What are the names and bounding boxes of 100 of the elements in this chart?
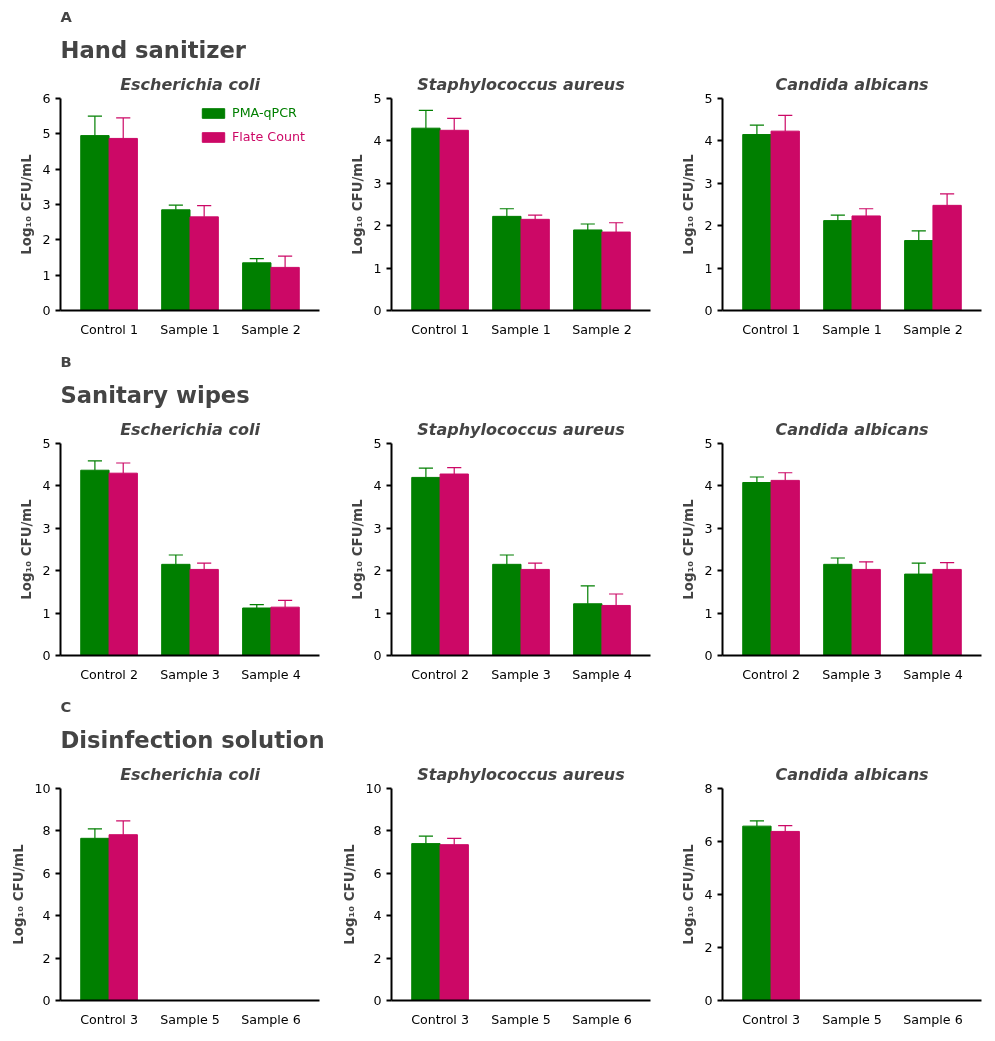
- y-tick-label: 5: [704, 436, 713, 451]
- y-axis-title: Log₁₀ CFU/mL: [350, 153, 366, 255]
- y-tick-label: 8: [373, 823, 382, 839]
- text: A: [60, 7, 73, 25]
- y-tick-label: 0: [42, 303, 51, 318]
- y-tick-label: 1: [373, 260, 382, 276]
- y-tick-label: 5: [42, 436, 51, 451]
- y-tick-label: 2: [373, 563, 382, 579]
- y-tick-label: 1: [704, 605, 713, 621]
- x-tick-label: Sample 6: [572, 1011, 632, 1027]
- y-tick-label: 2: [704, 940, 713, 955]
- y-tick-label: 5: [373, 436, 382, 451]
- legend-label: Flate Count: [232, 129, 305, 144]
- x-tick-label: Control 1: [742, 321, 800, 337]
- chart-title: Candida albicans: [775, 764, 929, 784]
- x-tick-label: Sample 5: [822, 1011, 882, 1027]
- bar: [161, 209, 191, 311]
- y-tick-label: 0: [704, 993, 713, 1008]
- y-tick-label: 10: [34, 781, 51, 796]
- x-tick-label: Sample 4: [241, 666, 301, 682]
- y-tick-label: 6: [42, 91, 51, 106]
- x-tick-label: Sample 2: [903, 321, 963, 337]
- bar: [742, 482, 772, 656]
- y-tick-label: 0: [373, 648, 382, 663]
- y-tick-label: 1: [42, 605, 51, 621]
- bar: [520, 218, 550, 311]
- x-tick-label: Sample 4: [903, 666, 963, 682]
- y-tick-label: 4: [42, 908, 51, 924]
- y-tick-label: 1: [704, 260, 713, 276]
- x-tick-label: Sample 5: [160, 1011, 220, 1027]
- y-tick-label: 8: [42, 823, 51, 839]
- x-tick-label: Sample 3: [822, 666, 882, 682]
- y-tick-label: 2: [373, 218, 382, 234]
- chart-title: Candida albicans: [775, 74, 929, 94]
- y-tick-label: 2: [704, 218, 713, 234]
- x-tick-label: Sample 6: [241, 1011, 301, 1027]
- y-axis-title: Log₁₀ CFU/mL: [11, 843, 27, 945]
- y-tick-label: 0: [373, 993, 382, 1008]
- y-tick-label: 6: [704, 834, 713, 849]
- x-tick-label: Control 2: [411, 666, 469, 682]
- y-tick-label: 5: [704, 91, 713, 106]
- y-tick-label: 6: [373, 865, 382, 881]
- chart-title: Staphylococcus aureus: [417, 74, 625, 94]
- chart-subtitle: Disinfection solution: [60, 726, 325, 753]
- bar: [242, 262, 272, 311]
- x-tick-label: Control 3: [80, 1011, 138, 1027]
- y-tick-label: 0: [42, 993, 51, 1008]
- bar: [520, 568, 550, 656]
- bar: [242, 607, 272, 656]
- x-tick-label: Control 3: [411, 1011, 469, 1027]
- legend-label: PMA-qPCR: [232, 105, 297, 120]
- y-tick-label: 4: [373, 908, 382, 924]
- x-tick-label: Sample 3: [160, 666, 220, 682]
- chart-title: Candida albicans: [775, 419, 929, 439]
- y-axis-title: Log₁₀ CFU/mL: [19, 153, 35, 255]
- x-tick-label: Sample 5: [491, 1011, 551, 1027]
- y-tick-label: 5: [42, 126, 51, 142]
- y-tick-label: 10: [365, 781, 382, 796]
- chart-title: Staphylococcus aureus: [417, 764, 625, 784]
- y-tick-label: 3: [42, 520, 51, 536]
- y-tick-label: 2: [704, 563, 713, 579]
- chart-title: Escherichia coli: [120, 74, 261, 94]
- y-tick-label: 3: [42, 197, 51, 212]
- y-tick-label: 4: [373, 133, 382, 149]
- x-tick-label: Sample 1: [160, 321, 220, 337]
- y-tick-label: 3: [704, 520, 713, 536]
- y-axis-title: Log₁₀ CFU/mL: [681, 498, 697, 600]
- y-tick-label: 2: [373, 950, 382, 966]
- y-tick-label: 4: [704, 133, 713, 149]
- y-axis-title: Log₁₀ CFU/mL: [350, 498, 366, 600]
- y-tick-label: 1: [373, 605, 382, 621]
- y-tick-label: 0: [373, 303, 382, 318]
- text: B: [60, 352, 72, 370]
- bar: [189, 568, 219, 656]
- x-tick-label: Sample 2: [241, 321, 301, 337]
- y-axis-title: Log₁₀ CFU/mL: [342, 843, 358, 945]
- x-tick-label: Control 1: [80, 321, 138, 337]
- y-tick-label: 5: [373, 91, 382, 106]
- x-tick-label: Sample 3: [491, 666, 551, 682]
- y-tick-label: 2: [42, 232, 51, 248]
- y-tick-label: 1: [42, 267, 51, 283]
- chart-title: Escherichia coli: [120, 419, 261, 439]
- y-tick-label: 4: [704, 887, 713, 902]
- y-tick-label: 8: [704, 781, 713, 796]
- y-tick-label: 2: [42, 563, 51, 579]
- y-tick-label: 0: [704, 303, 713, 318]
- x-tick-label: Control 2: [80, 666, 138, 682]
- text: C: [60, 697, 72, 715]
- y-tick-label: 4: [373, 478, 382, 494]
- x-tick-label: Control 1: [411, 321, 469, 337]
- y-tick-label: 3: [373, 520, 382, 536]
- x-tick-label: Control 3: [742, 1011, 800, 1027]
- chart-title: Escherichia coli: [120, 764, 261, 784]
- x-tick-label: Sample 6: [903, 1011, 963, 1027]
- bar: [823, 220, 853, 311]
- x-tick-label: Control 2: [742, 666, 800, 682]
- y-axis-title: Log₁₀ CFU/mL: [681, 843, 697, 945]
- y-tick-label: 3: [373, 175, 382, 191]
- x-tick-label: Sample 1: [491, 321, 551, 337]
- y-tick-label: 4: [42, 478, 51, 494]
